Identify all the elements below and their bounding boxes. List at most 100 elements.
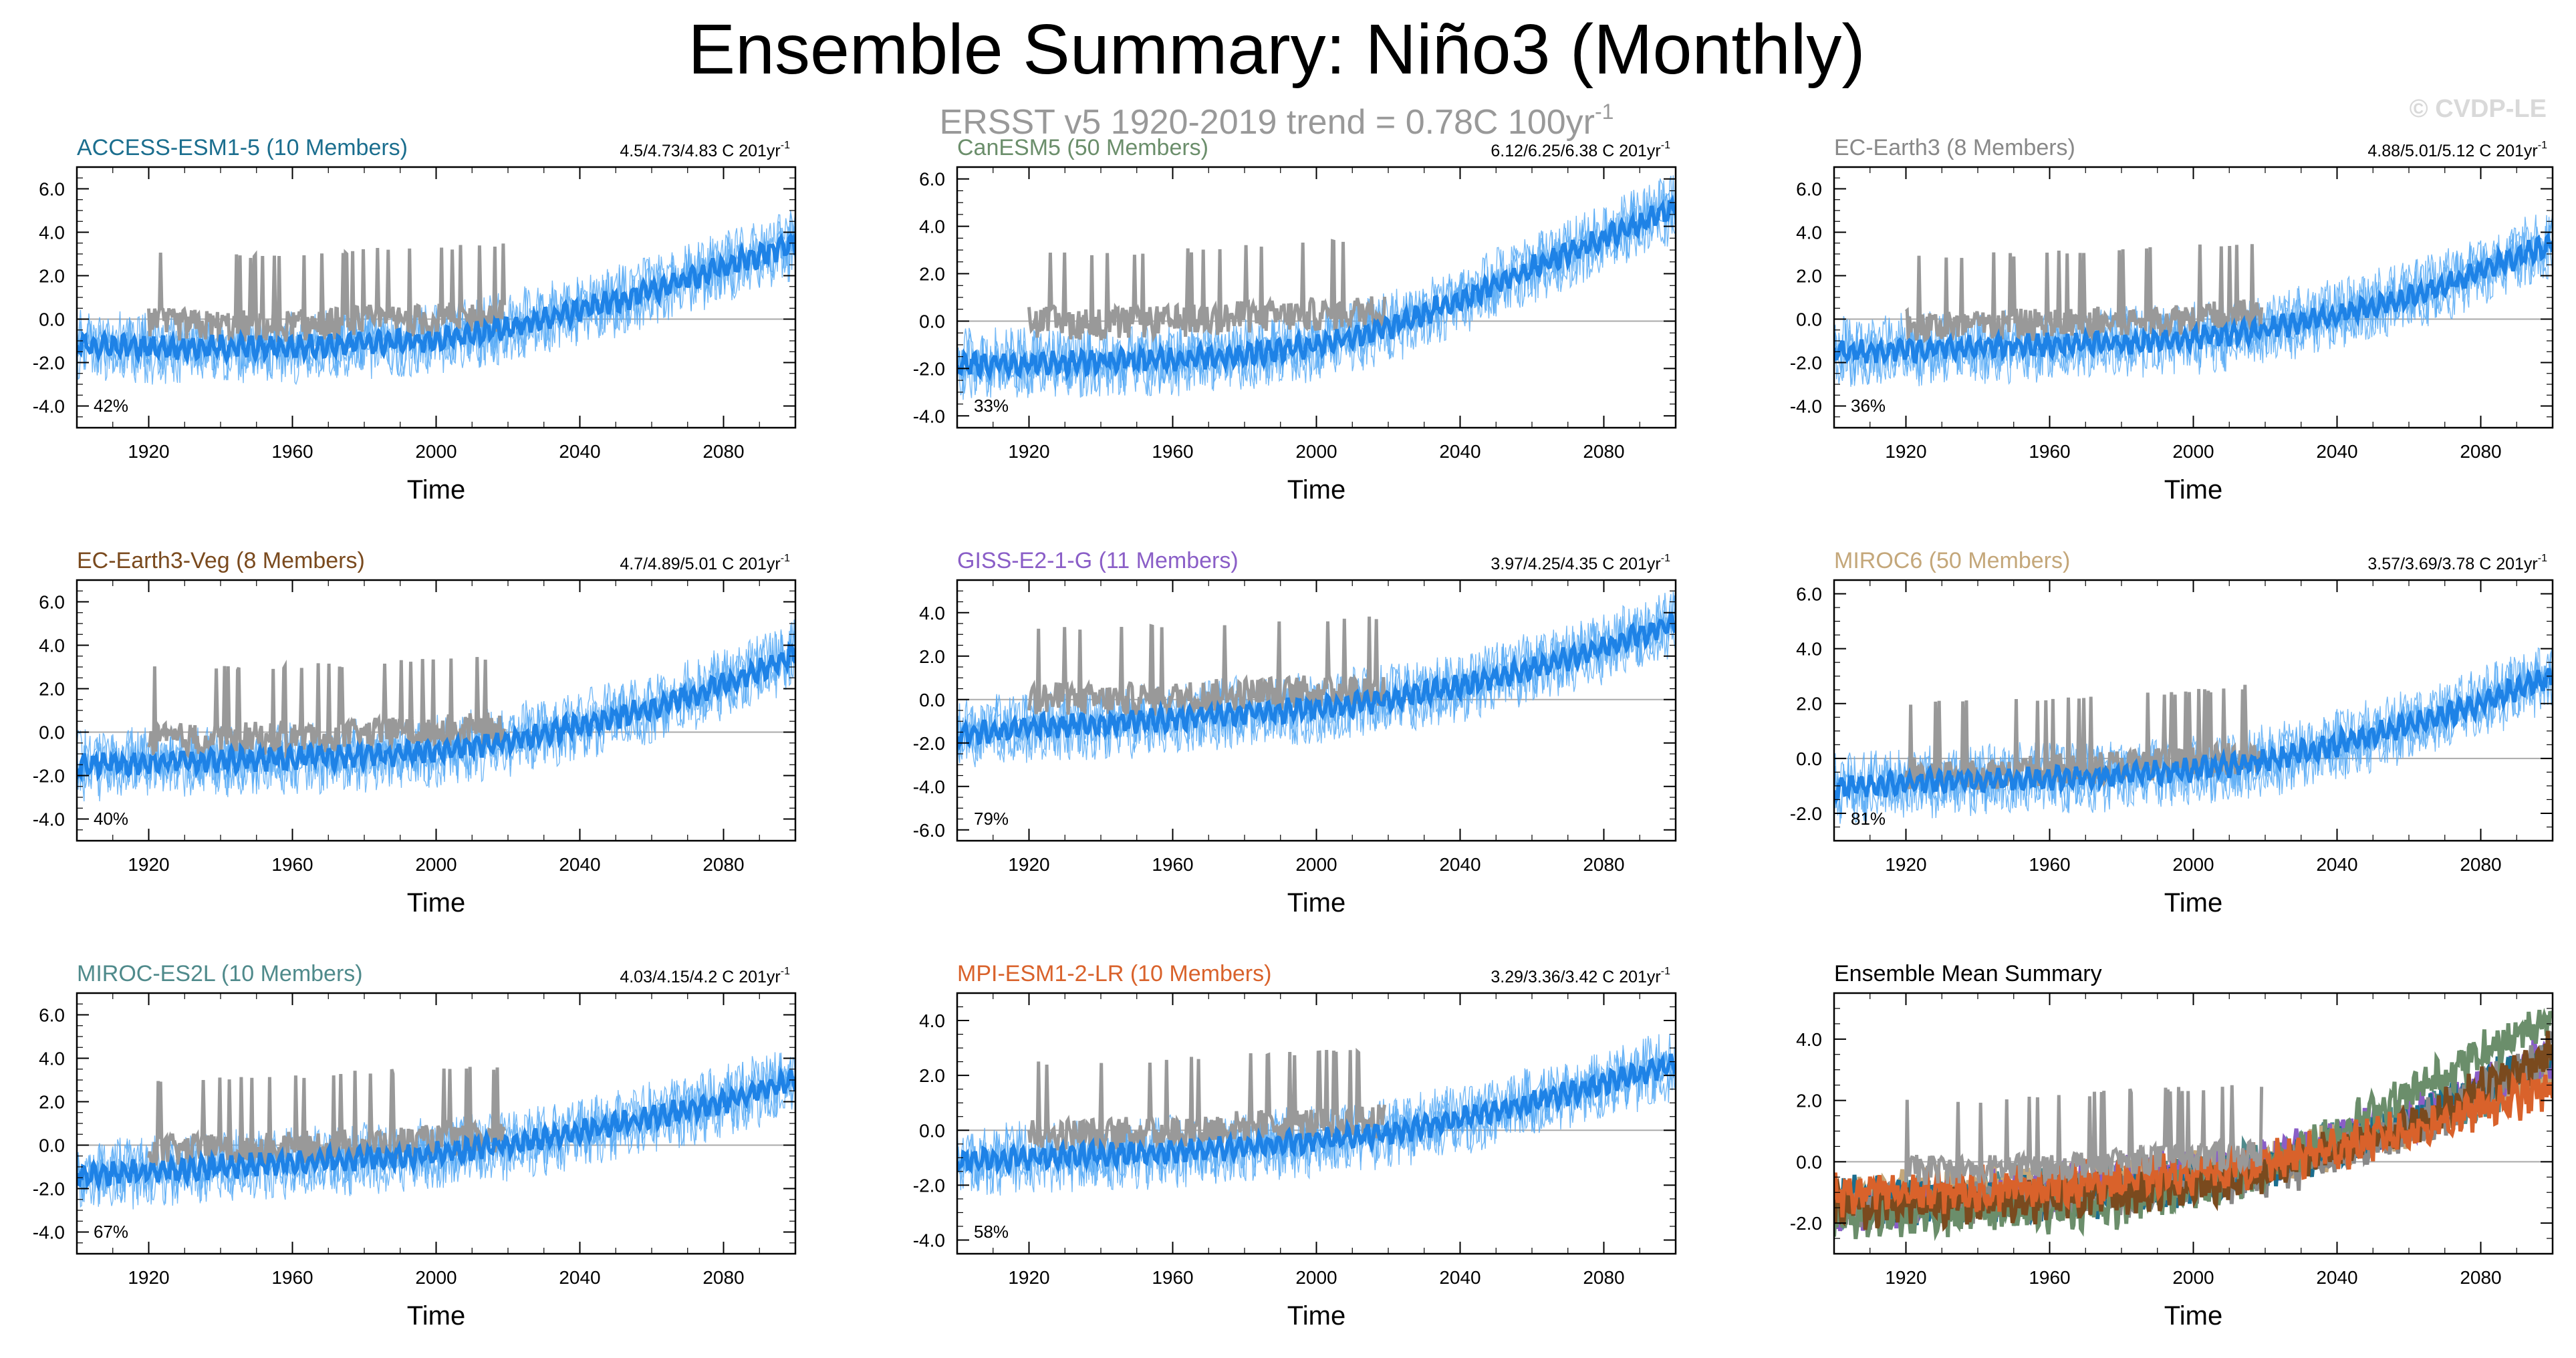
panel-title: MIROC-ES2L (10 Members) [77, 961, 363, 986]
y-tick-label: 2.0 [919, 264, 945, 285]
x-tick-label: 2080 [702, 441, 744, 462]
panel-trend-exponent: -1 [781, 140, 790, 151]
y-tick-label: 4.0 [1796, 639, 1822, 660]
panel-title: CanESM5 (50 Members) [957, 135, 1208, 160]
plot-area [1834, 211, 2553, 387]
y-tick-label: -4.0 [33, 1222, 65, 1243]
y-tick-label: -4.0 [913, 1230, 945, 1250]
y-tick-label: 6.0 [919, 169, 945, 190]
x-tick-label: 2040 [559, 1267, 600, 1288]
plot-area [957, 591, 1676, 768]
y-tick-label: 2.0 [39, 266, 65, 287]
y-tick-label: -2.0 [1790, 803, 1822, 824]
x-tick-label: 1960 [2029, 1267, 2070, 1288]
x-tick-label: 1960 [1152, 854, 1193, 875]
x-tick-label: 2080 [1583, 854, 1624, 875]
panel-percent: 40% [94, 809, 128, 829]
x-axis-label: Time [1287, 888, 1345, 918]
x-tick-label: 2000 [1295, 854, 1337, 875]
y-tick-label: 4.0 [919, 217, 945, 237]
y-tick-label: -4.0 [1790, 396, 1822, 417]
observed-line [1904, 244, 2264, 344]
x-tick-label: 1960 [1152, 1267, 1193, 1288]
panel-9: Ensemble Mean Summary -2.0 0.0 2.0 4.0 1920 19… [1790, 961, 2554, 1331]
x-tick-label: 2000 [415, 441, 457, 462]
plot-area [1834, 1007, 2553, 1242]
y-tick-label: -2.0 [913, 358, 945, 379]
y-tick-label: -2.0 [1790, 1213, 1822, 1234]
x-tick-label: 2040 [2316, 1267, 2357, 1288]
y-tick-label: 2.0 [39, 679, 65, 700]
observed-line [1904, 1085, 2264, 1186]
x-tick-label: 2080 [2460, 441, 2501, 462]
x-axis-label: Time [407, 888, 465, 918]
panel-percent: 36% [1851, 396, 1886, 416]
figure-subtitle-text: ERSST v5 1920-2019 trend = 0.78C 100yr [940, 103, 1595, 142]
y-tick-label: -2.0 [33, 1179, 65, 1200]
ensemble-mean-line [957, 1053, 1676, 1177]
x-tick-label: 2040 [1439, 1267, 1480, 1288]
panel-trend: 6.12/6.25/6.38 C 201yr-1 [1491, 140, 1670, 160]
x-axis-label: Time [2164, 475, 2222, 505]
x-tick-label: 2000 [2172, 441, 2214, 462]
x-axis-label: Time [407, 475, 465, 505]
panel-percent: 67% [94, 1222, 128, 1242]
y-tick-label: 2.0 [1796, 1091, 1822, 1111]
panel-7: MIROC-ES2L (10 Members) 4.03/4.15/4.2 C 2… [33, 961, 797, 1331]
panel-trend: 3.57/3.69/3.78 C 201yr-1 [2367, 553, 2547, 573]
panel-trend-exponent: -1 [1661, 140, 1670, 151]
x-axis-label: Time [2164, 1301, 2222, 1331]
panel-title: MIROC6 (50 Members) [1834, 548, 2070, 573]
x-tick-label: 2000 [2172, 1267, 2214, 1288]
y-tick-label: 4.0 [1796, 223, 1822, 243]
y-tick-label: 6.0 [39, 1005, 65, 1026]
y-tick-label: 0.0 [919, 1120, 945, 1141]
y-tick-label: 0.0 [1796, 309, 1822, 330]
y-tick-label: 2.0 [919, 1065, 945, 1086]
panel-title: ACCESS-ESM1-5 (10 Members) [77, 135, 408, 160]
plot-area [1834, 647, 2553, 824]
observed-line [1027, 616, 1387, 718]
y-tick-label: 4.0 [919, 603, 945, 624]
figure-title: Ensemble Summary: Niño3 (Monthly) [688, 10, 1865, 89]
panel-trend-text: 3.57/3.69/3.78 C 201yr [2367, 555, 2537, 573]
panel-1: ACCESS-ESM1-5 (10 Members) 4.5/4.73/4.83 … [33, 135, 797, 505]
x-axis-label: Time [1287, 1301, 1345, 1331]
observed-line [147, 243, 507, 343]
panel-trend-text: 4.03/4.15/4.2 C 201yr [620, 968, 780, 986]
y-tick-label: 0.0 [919, 690, 945, 710]
y-tick-label: -6.0 [913, 820, 945, 841]
panel-percent: 58% [974, 1222, 1009, 1242]
x-tick-label: 1920 [1008, 854, 1049, 875]
panel-trend-text: 6.12/6.25/6.38 C 201yr [1491, 142, 1660, 160]
ensemble-mean-line [77, 640, 795, 783]
plot-area [77, 1052, 795, 1210]
y-tick-label: 2.0 [1796, 266, 1822, 287]
panel-title: Ensemble Mean Summary [1834, 961, 2102, 986]
x-tick-label: 2040 [1439, 441, 1480, 462]
x-tick-label: 1960 [271, 441, 313, 462]
y-tick-label: 4.0 [1796, 1029, 1822, 1050]
x-tick-label: 1920 [128, 854, 169, 875]
x-tick-label: 1920 [1008, 441, 1049, 462]
panels-grid: ACCESS-ESM1-5 (10 Members) 4.5/4.73/4.83 … [33, 135, 2554, 1331]
panel-trend: 4.5/4.73/4.83 C 201yr-1 [620, 140, 790, 160]
x-tick-label: 1920 [1885, 1267, 1926, 1288]
x-tick-label: 1960 [2029, 441, 2070, 462]
ensemble-mean-line [957, 194, 1676, 382]
panel-trend: 4.7/4.89/5.01 C 201yr-1 [620, 553, 790, 573]
x-tick-label: 2080 [1583, 441, 1624, 462]
x-tick-label: 1920 [128, 1267, 169, 1288]
plot-area [957, 1033, 1676, 1196]
member-spread-line [957, 1034, 1676, 1193]
panel-trend-text: 4.88/5.01/5.12 C 201yr [2367, 142, 2537, 160]
y-tick-label: 4.0 [39, 223, 65, 243]
observed-line [147, 1067, 506, 1167]
x-axis-label: Time [407, 1301, 465, 1331]
panel-trend-exponent: -1 [2538, 140, 2547, 151]
panel-trend-text: 3.97/4.25/4.35 C 201yr [1491, 555, 1660, 573]
x-tick-label: 1960 [1152, 441, 1193, 462]
panel-title: EC-Earth3 (8 Members) [1834, 135, 2075, 160]
ensemble-mean-line [77, 1067, 795, 1192]
y-tick-label: 6.0 [39, 592, 65, 613]
